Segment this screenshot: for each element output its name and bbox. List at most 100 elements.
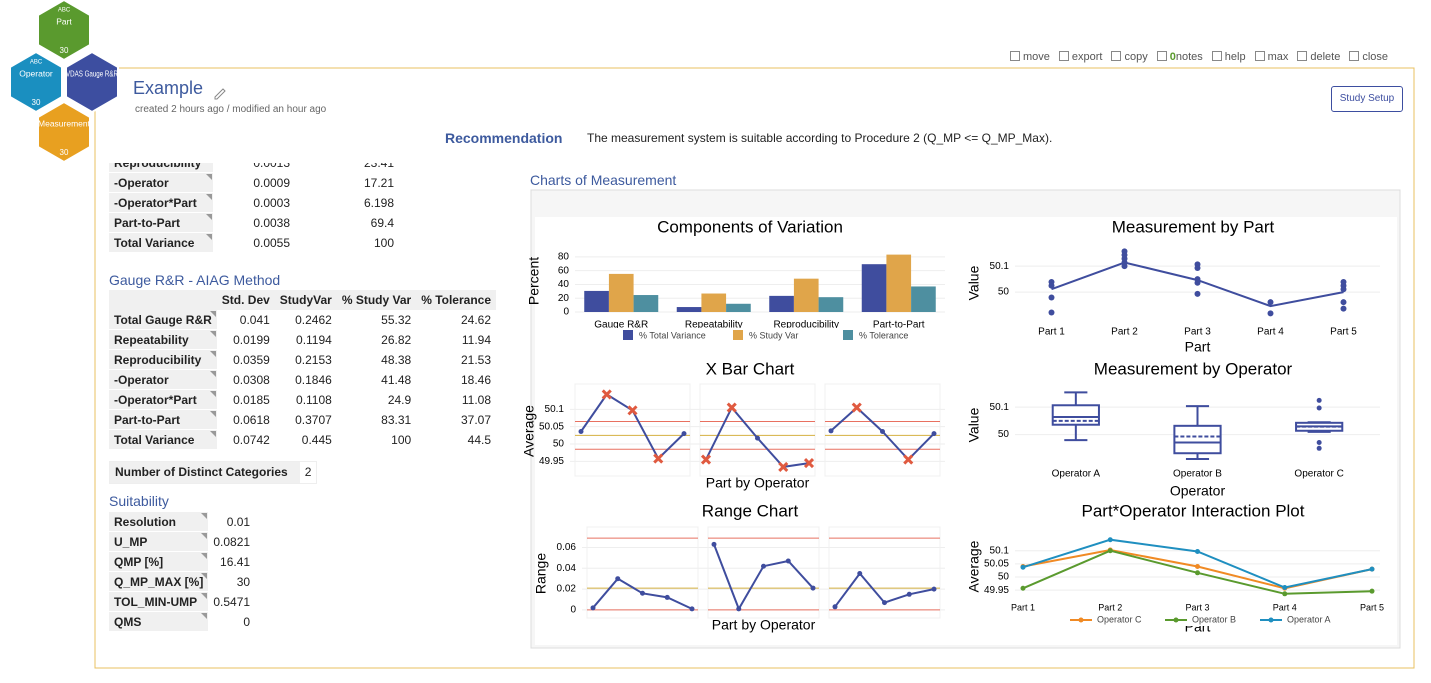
- y-tick-label: 50: [998, 287, 1010, 298]
- point: [880, 429, 885, 435]
- hex-badge: ABC: [58, 8, 71, 14]
- toolbar-icon: [1010, 51, 1020, 61]
- legend-swatch: [843, 330, 853, 340]
- toolbar-item[interactable]: close: [1349, 51, 1388, 63]
- point: [1048, 294, 1055, 301]
- toolbar-item[interactable]: max: [1254, 51, 1289, 63]
- point: [1194, 264, 1201, 271]
- study-setup-button[interactable]: Study Setup: [1331, 86, 1403, 112]
- toolbar-item[interactable]: help: [1211, 51, 1246, 63]
- y-tick-label: 50.1: [545, 404, 565, 415]
- bar: [886, 254, 912, 312]
- row-label: Reproducibility: [109, 349, 217, 370]
- point: [1340, 286, 1347, 293]
- cell: 0.01: [226, 514, 251, 529]
- bar: [861, 264, 887, 312]
- row-label: -Operator*Part: [109, 192, 214, 213]
- cell: 18.46: [460, 372, 491, 387]
- hexagon: [37, 0, 91, 62]
- row: TOL_MIN-UMP 0.5471: [109, 591, 255, 612]
- out-of-control-point: [700, 454, 712, 465]
- point: [1340, 299, 1347, 306]
- cell: 0.0013: [213, 163, 295, 173]
- hexagon-node[interactable]: VDAS Gauge R&R: [65, 50, 119, 114]
- y-axis-label: Range: [533, 553, 549, 594]
- table: Reproducibility0.001323.41-Operator0.000…: [109, 163, 399, 253]
- hexagon: [65, 50, 119, 114]
- row: Repeatability 0.0199 0.1194 26.82 11.94: [109, 329, 496, 350]
- legend-bg: [1055, 614, 1355, 626]
- row-label: Reproducibility: [109, 163, 214, 173]
- toolbar-item[interactable]: delete: [1297, 51, 1340, 63]
- toolbar-label: delete: [1310, 51, 1341, 63]
- cell: 11.94: [461, 332, 491, 347]
- cell: 0.0055: [253, 235, 291, 250]
- cell: 24.62: [460, 312, 491, 327]
- row: -Operator*Part 0.0003 6.198: [109, 192, 399, 213]
- cell: 0.5471: [213, 594, 251, 609]
- row: QMP [%] 16.41: [109, 551, 255, 572]
- hexagon-node[interactable]: ABC Operator 30: [9, 50, 63, 114]
- y-tick-label: 49.95: [539, 456, 564, 467]
- toolbar-icon: [1297, 51, 1308, 61]
- hexagon: [37, 100, 91, 164]
- cell: 0.0742: [233, 432, 270, 447]
- x-tick-label: Part 5: [1360, 602, 1384, 612]
- bar: [633, 295, 659, 312]
- row: -Operator 0.0009 17.21: [109, 172, 399, 193]
- point: [1195, 549, 1200, 555]
- cell: 37.07: [460, 412, 491, 427]
- suitability-title: Suitability: [109, 493, 169, 509]
- row-label: -Operator: [109, 369, 217, 390]
- row: Total Variance 0.0055 100: [109, 232, 399, 253]
- table: Std. Dev StudyVar% Study Var% Tolerance To…: [109, 290, 496, 450]
- row-label: QMP [%]: [109, 551, 209, 572]
- panel: [574, 383, 691, 477]
- hex-label: VDAS Gauge R&R: [66, 68, 118, 78]
- row-label: Resolution: [109, 512, 209, 532]
- cell: 55.32: [381, 312, 412, 327]
- row: -Operator*Part 0.0185 0.1108 24.9 11.08: [109, 389, 496, 410]
- toolbar-icon: [1111, 51, 1122, 61]
- bar: [818, 297, 844, 312]
- box: [1173, 424, 1222, 455]
- hexagon-node[interactable]: ABC Part 30: [37, 0, 91, 62]
- toolbar-icon: [1211, 51, 1222, 61]
- y-tick-label: 50.05: [539, 421, 564, 432]
- y-tick-label: 50.05: [984, 559, 1009, 570]
- toolbar-item[interactable]: move: [1010, 51, 1050, 63]
- point: [1107, 537, 1113, 543]
- panel: [586, 526, 699, 619]
- y-tick-label: 20: [558, 293, 570, 304]
- x-axis-label: Part by Operator: [706, 475, 810, 491]
- row-label: -Operator: [109, 172, 214, 193]
- toolbar-item[interactable]: export: [1058, 51, 1102, 63]
- toolbar-label: max: [1267, 51, 1289, 63]
- x-tick-label: Reproducibility: [773, 320, 839, 331]
- point: [1048, 309, 1055, 316]
- point: [755, 435, 760, 441]
- toolbar-item[interactable]: 0notes: [1156, 51, 1203, 63]
- bar: [608, 273, 634, 312]
- row-label: U_MP: [109, 531, 209, 552]
- point: [1121, 263, 1128, 270]
- point: [1194, 290, 1201, 297]
- y-tick-label: 49.95: [984, 585, 1009, 596]
- chart-title: X Bar Chart: [706, 359, 795, 378]
- edit-icon[interactable]: [214, 88, 226, 100]
- out-of-control-point: [627, 405, 638, 416]
- toolbar-item[interactable]: copy: [1111, 51, 1148, 63]
- cell: 0.445: [301, 432, 332, 447]
- y-tick-label: 80: [558, 252, 570, 263]
- panel: [699, 383, 816, 477]
- column-header: % Study Var: [336, 290, 417, 310]
- x-axis-label: Part: [1185, 339, 1211, 355]
- out-of-control-point: [851, 402, 862, 413]
- column-header: StudyVar: [274, 290, 337, 310]
- x-tick-label: Part 1: [1038, 327, 1065, 338]
- row-label: Part-to-Part: [109, 212, 214, 233]
- hexagon-node[interactable]: Measurement 30: [37, 100, 91, 164]
- row: Resolution 0.01: [109, 512, 255, 532]
